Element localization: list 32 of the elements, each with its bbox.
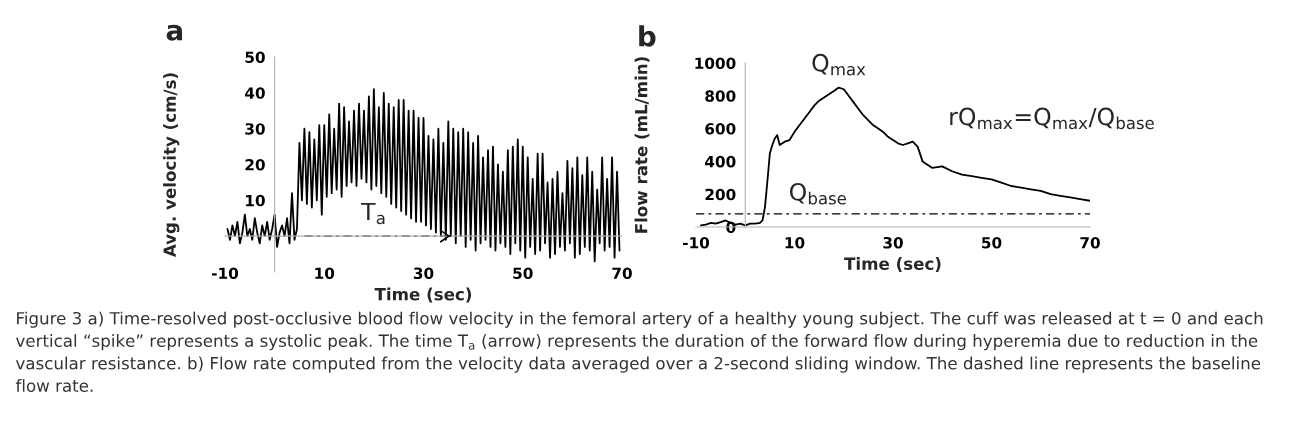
y-tick-label: 1000 — [695, 57, 736, 70]
x-axis-title: Time (sec) — [844, 257, 941, 272]
annotation: rQ$_{max}$=Q$_{max}$/Q$_{base}$ — [950, 107, 1154, 130]
y-tick-label: 10 — [246, 194, 265, 207]
x-tick-label: -10 — [212, 267, 239, 280]
ref-line-label: Q$_{base}$ — [789, 182, 846, 205]
x-tick-label: 10 — [315, 267, 335, 280]
line-series — [226, 88, 621, 263]
x-tick-label: 30 — [413, 267, 434, 280]
y-tick-label: 40 — [245, 87, 265, 99]
annotation: T$_{a}$ — [361, 202, 385, 225]
caption: Figure 3 a) Time-resolved post-occlusive blood flow velocity in the femoral artery of a healthy young subject. The cuff was released at t = 0 and each vertical “spike” represents a systolic peak. The time T$_{a}$ (arrow) represents the duration of the forward flow during hyperemia due to reduction in the vascular resistance. b) Flow rate computed from the velocity data averaged over a 2-second sliding window. The dashed line represents the baseline flow rate. — [15, 311, 1263, 392]
x-tick-label: 70 — [612, 267, 632, 280]
x-axis-title: Time (sec) — [374, 287, 472, 303]
x-tick-label: 70 — [1080, 236, 1100, 249]
x-tick-label: -10 — [683, 236, 710, 249]
y-tick-label: 200 — [705, 188, 736, 201]
y-tick-label: 20 — [245, 158, 265, 171]
chart-title: a — [166, 24, 183, 41]
x-tick-label: 50 — [513, 267, 533, 280]
y-tick-label: 400 — [705, 155, 736, 168]
y-axis-title: Flow rate (mL/min) — [634, 57, 650, 233]
x-tick-label: 30 — [883, 236, 903, 249]
chart-title: b — [639, 25, 656, 47]
y-tick-label: 50 — [245, 51, 265, 64]
y-tick-label: 30 — [245, 123, 265, 135]
y-axis-title: Avg. velocity (cm/s) — [163, 73, 180, 258]
y-tick-label: 800 — [705, 90, 736, 102]
x-tick-label: 10 — [785, 236, 805, 249]
x-tick-label: 50 — [982, 236, 1002, 249]
annotation: Q$_{max}$ — [812, 53, 866, 76]
y-tick-label: 600 — [705, 123, 736, 135]
